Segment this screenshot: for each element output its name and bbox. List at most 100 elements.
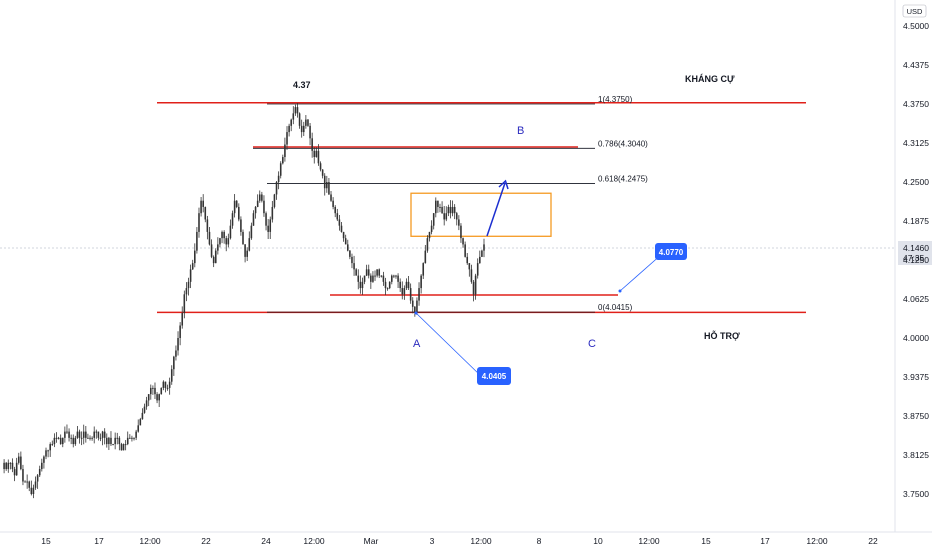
candle-body <box>122 444 125 451</box>
candle-body <box>451 206 454 214</box>
candle-body <box>420 275 422 289</box>
candle-body <box>261 194 263 201</box>
candle-body <box>292 113 295 120</box>
price-tick-label: 3.7500 <box>903 489 929 499</box>
candle-body <box>194 250 196 264</box>
price-tag-4077[interactable] <box>655 243 687 260</box>
drawings[interactable]: 1(4.3750) 0.786(4.3040) 0.618(4.2475) 0(4.0… <box>157 95 806 314</box>
candle-body <box>9 462 12 464</box>
candle-body <box>254 206 257 214</box>
price-tick-label: 3.9375 <box>903 372 929 382</box>
candle-body <box>441 206 443 214</box>
time-tick-label: 12:00 <box>303 536 325 546</box>
candle-body <box>173 356 175 370</box>
candle-body <box>70 437 72 439</box>
candle-body <box>409 288 412 301</box>
candle-body <box>393 275 395 277</box>
candle-body <box>426 238 429 251</box>
currency-badge[interactable] <box>902 4 927 18</box>
candle-body <box>246 250 248 257</box>
candle-body <box>103 431 106 438</box>
candle-body <box>221 231 223 239</box>
candle-body <box>53 437 56 445</box>
time-tick-label: 17 <box>760 536 770 546</box>
candle-body <box>449 206 452 214</box>
time-tick-label: Mar <box>364 536 379 546</box>
candle-body <box>189 269 192 282</box>
candle-body <box>137 425 140 432</box>
candle-body <box>286 132 288 145</box>
candle-body <box>332 200 334 207</box>
candle-body <box>269 219 272 232</box>
callout-dot <box>618 289 622 293</box>
target-zone-box[interactable] <box>410 192 552 237</box>
candle-body <box>344 238 347 245</box>
candle-body <box>74 437 77 445</box>
candle-body <box>305 119 307 126</box>
candle-body <box>395 275 397 277</box>
candle-body <box>388 281 391 289</box>
candle-body <box>250 225 253 239</box>
candle-body <box>479 256 481 264</box>
candle-body <box>307 119 309 126</box>
candle-body <box>374 275 376 277</box>
candle-body <box>407 281 410 289</box>
candle-body <box>51 444 54 446</box>
candle-body <box>432 213 435 226</box>
price-axis[interactable]: USD 4.1460 47:35 4.5000 4.4375 4.3750 4.312… <box>894 0 932 532</box>
candle-body <box>141 412 144 420</box>
candle-body <box>466 256 469 264</box>
time-tick-label: 17 <box>94 536 104 546</box>
candle-body <box>116 437 119 439</box>
wave-label-c: C <box>588 338 596 350</box>
candle-body <box>248 238 251 251</box>
candle-body <box>445 213 448 220</box>
candle-body <box>156 394 158 401</box>
candle-body <box>7 462 10 470</box>
countdown-label: 47:35 <box>903 253 925 263</box>
callout-line-4077 <box>619 253 663 292</box>
candle-body <box>386 288 389 290</box>
candles <box>3 102 485 499</box>
fib-level-label: 0(4.0415) <box>598 303 633 312</box>
candle-body <box>76 431 79 438</box>
candle-body <box>422 263 425 276</box>
callout-line-4040 <box>415 312 483 378</box>
candle-body <box>149 387 152 395</box>
candle-body <box>372 275 374 282</box>
candle-body <box>3 462 5 470</box>
candle-body <box>290 119 292 126</box>
time-tick-label: 22 <box>868 536 878 546</box>
candle-body <box>235 200 238 207</box>
price-tag-4040[interactable] <box>477 367 511 385</box>
price-tick-label: 4.0625 <box>903 294 929 304</box>
candle-body <box>131 437 133 439</box>
candle-body <box>200 200 202 214</box>
candle-body <box>357 275 360 282</box>
candle-body <box>474 275 477 295</box>
candle-body <box>181 313 184 326</box>
candle-body <box>468 263 471 270</box>
candle-body <box>418 288 420 301</box>
candle-body <box>455 213 458 220</box>
candle-body <box>47 450 49 452</box>
candle-body <box>55 437 58 439</box>
time-tick-label: 15 <box>41 536 51 546</box>
candle-body <box>108 437 110 445</box>
candle-body <box>202 200 204 207</box>
time-axis[interactable]: 15 17 12:00 22 24 12:00 Mar 3 12:00 8 10 12:00 15 17 1… <box>0 531 932 546</box>
candle-body <box>120 444 123 451</box>
candle-body <box>233 200 236 214</box>
candle-body <box>240 219 242 232</box>
candle-body <box>330 194 332 201</box>
candle-body <box>112 444 114 446</box>
up-arrow-line[interactable] <box>486 182 506 237</box>
candle-body <box>97 431 100 438</box>
candle-body <box>336 213 339 220</box>
candle-body <box>340 225 343 232</box>
candle-body <box>175 350 177 357</box>
candle-body <box>196 231 198 251</box>
